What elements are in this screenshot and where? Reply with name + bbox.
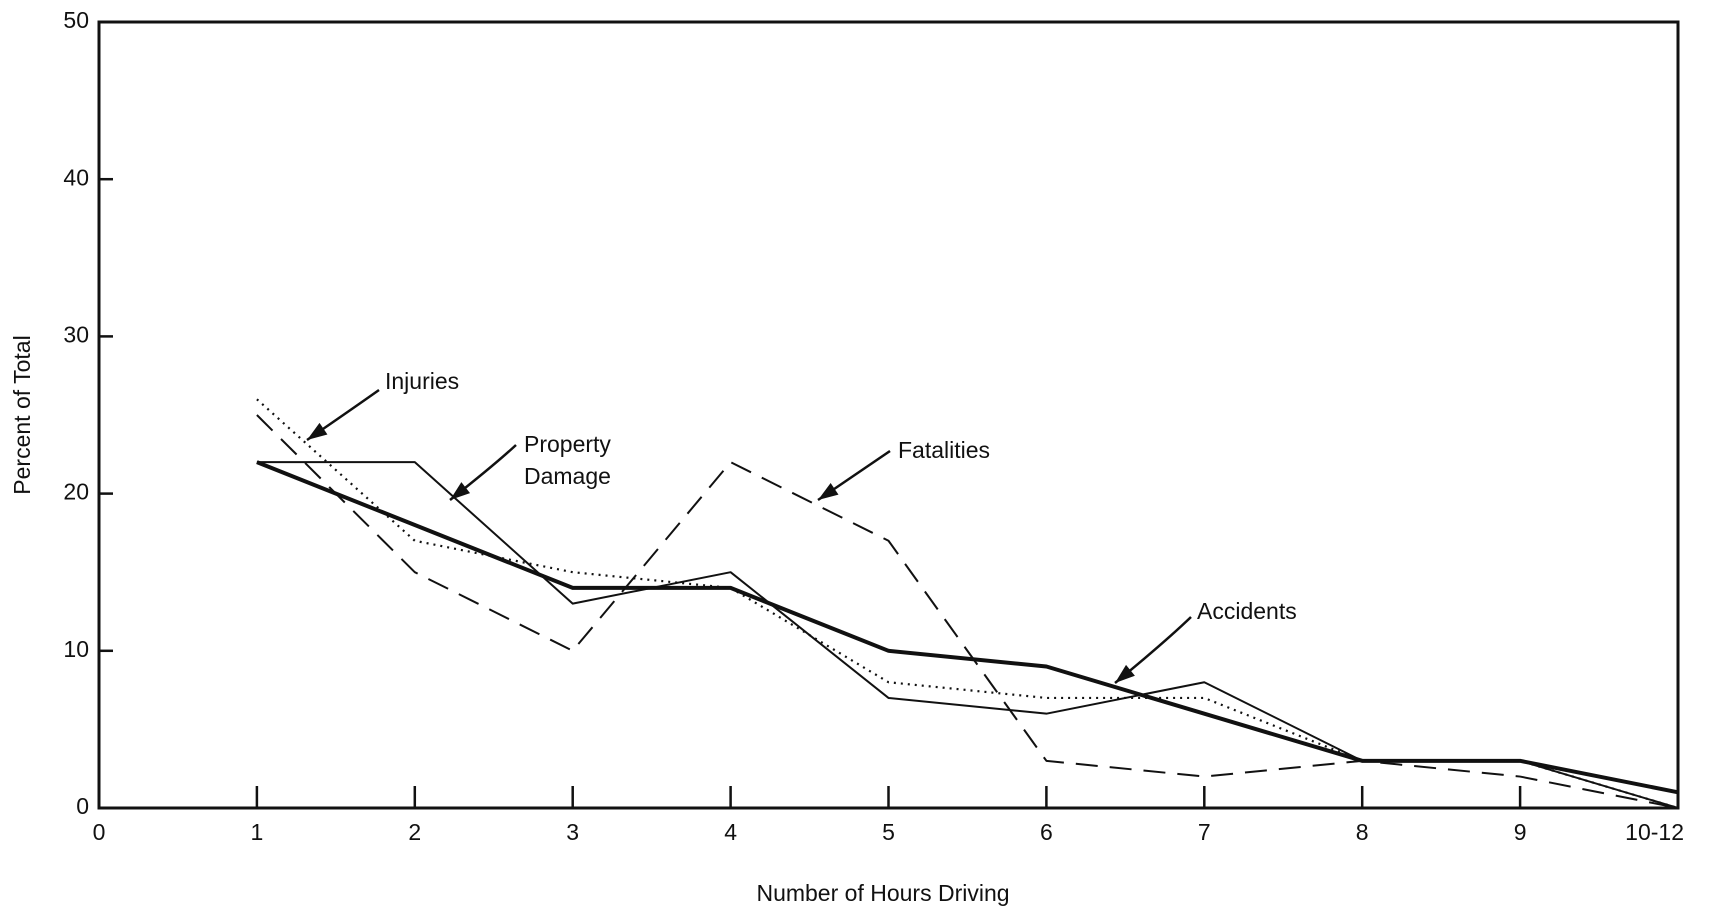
x-tick-label: 8 (1356, 819, 1369, 845)
series-label: Property Damage (524, 431, 611, 489)
series-label: Fatalities (898, 437, 990, 463)
y-tick-label: 50 (63, 7, 89, 33)
x-tick-label: 7 (1198, 819, 1211, 845)
arrow-head (450, 482, 471, 500)
y-axis-label: Percent of Total (9, 335, 35, 494)
x-axis-label: Number of Hours Driving (756, 880, 1009, 906)
arrow-head (1115, 664, 1135, 683)
series-label: Injuries (385, 368, 459, 394)
y-tick-label: 40 (63, 164, 89, 190)
arrow-head (307, 422, 328, 440)
y-tick-label: 20 (63, 479, 89, 505)
x-tick-label: 4 (724, 819, 737, 845)
x-tick-label: 5 (882, 819, 895, 845)
y-tick-label: 10 (63, 636, 89, 662)
series-line (256, 398, 1679, 810)
series-line (256, 414, 1679, 809)
arrow-head (818, 482, 839, 500)
y-tick-label: 0 (76, 793, 89, 819)
x-tick-label: 6 (1040, 819, 1053, 845)
x-tick-label: 9 (1514, 819, 1527, 845)
x-tick-label: 0 (93, 819, 106, 845)
x-tick-label: 3 (566, 819, 579, 845)
plot-frame (97, 20, 1680, 810)
x-tick-label: 10-12 (1625, 819, 1684, 845)
x-tick-label: 1 (251, 819, 264, 845)
series-line (256, 461, 1679, 809)
series-label: Accidents (1197, 598, 1297, 624)
y-tick-label: 30 (63, 321, 89, 347)
x-tick-label: 2 (408, 819, 421, 845)
